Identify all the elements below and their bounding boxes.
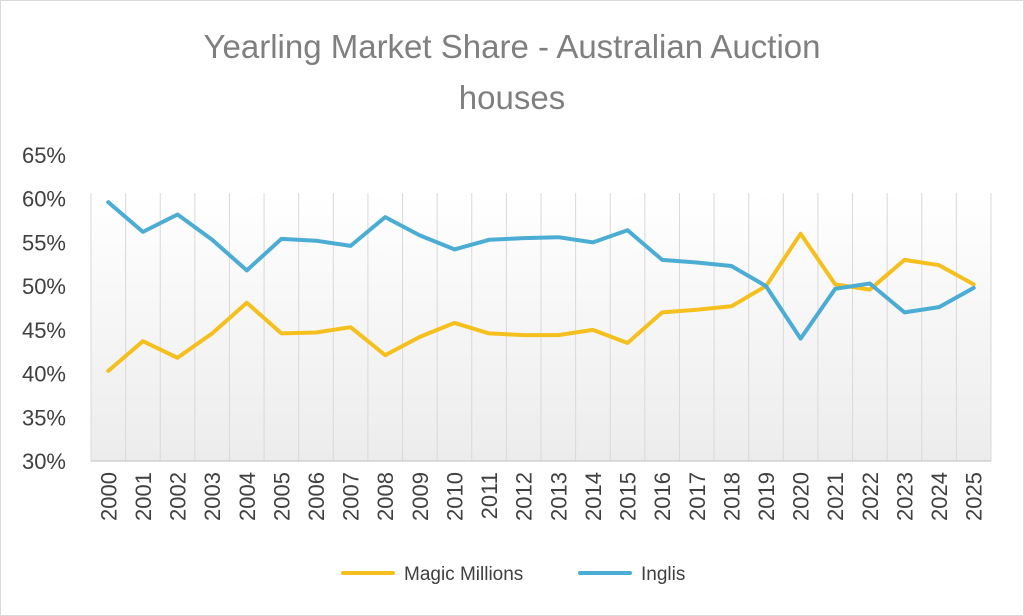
x-tick-label: 2009 — [408, 472, 433, 521]
x-tick-label: 2022 — [858, 472, 883, 521]
x-tick-label: 2012 — [512, 472, 537, 521]
legend-label: Inglis — [641, 564, 685, 585]
y-tick-label: 40% — [22, 362, 66, 387]
series-line-magic-millions — [106, 231, 976, 373]
x-tick-label: 2008 — [373, 472, 398, 521]
x-tick-label: 2018 — [719, 472, 744, 521]
series-line-inglis — [106, 200, 976, 341]
x-tick-label: 2005 — [269, 472, 294, 521]
x-tick-label: 2011 — [477, 472, 502, 519]
x-tick-label: 2014 — [581, 472, 606, 521]
x-tick-label: 2024 — [927, 472, 952, 521]
x-tick-label: 2010 — [442, 472, 467, 521]
x-tick-label: 2013 — [546, 472, 571, 521]
x-tick-label: 2004 — [235, 472, 260, 521]
x-tick-label: 2006 — [304, 472, 329, 521]
x-tick-label: 2023 — [892, 472, 917, 521]
y-tick-label: 50% — [22, 274, 66, 299]
y-tick-label: 55% — [22, 230, 66, 255]
x-tick-label: 2021 — [823, 472, 848, 521]
x-tick-label: 2002 — [166, 472, 191, 521]
x-tick-label: 2007 — [339, 472, 364, 521]
x-tick-label: 2001 — [131, 472, 156, 521]
x-tick-label: 2000 — [96, 472, 121, 521]
chart-title-line1: Yearling Market Share - Australian Aucti… — [203, 28, 821, 65]
y-tick-label: 60% — [22, 187, 66, 212]
y-tick-label: 45% — [22, 318, 66, 343]
legend-label: Magic Millions — [404, 564, 523, 585]
x-tick-label: 2015 — [616, 472, 641, 521]
y-tick-label: 65% — [22, 143, 66, 168]
x-tick-label: 2020 — [789, 472, 814, 521]
x-tick-label: 2003 — [200, 472, 225, 521]
y-tick-label: 35% — [22, 405, 66, 430]
x-tick-label: 2019 — [754, 472, 779, 521]
x-tick-label: 2016 — [650, 472, 675, 521]
x-tick-label: 2025 — [962, 472, 987, 521]
x-tick-label: 2017 — [685, 472, 710, 521]
chart-title-line2: houses — [458, 79, 566, 116]
y-tick-label: 30% — [22, 449, 66, 474]
